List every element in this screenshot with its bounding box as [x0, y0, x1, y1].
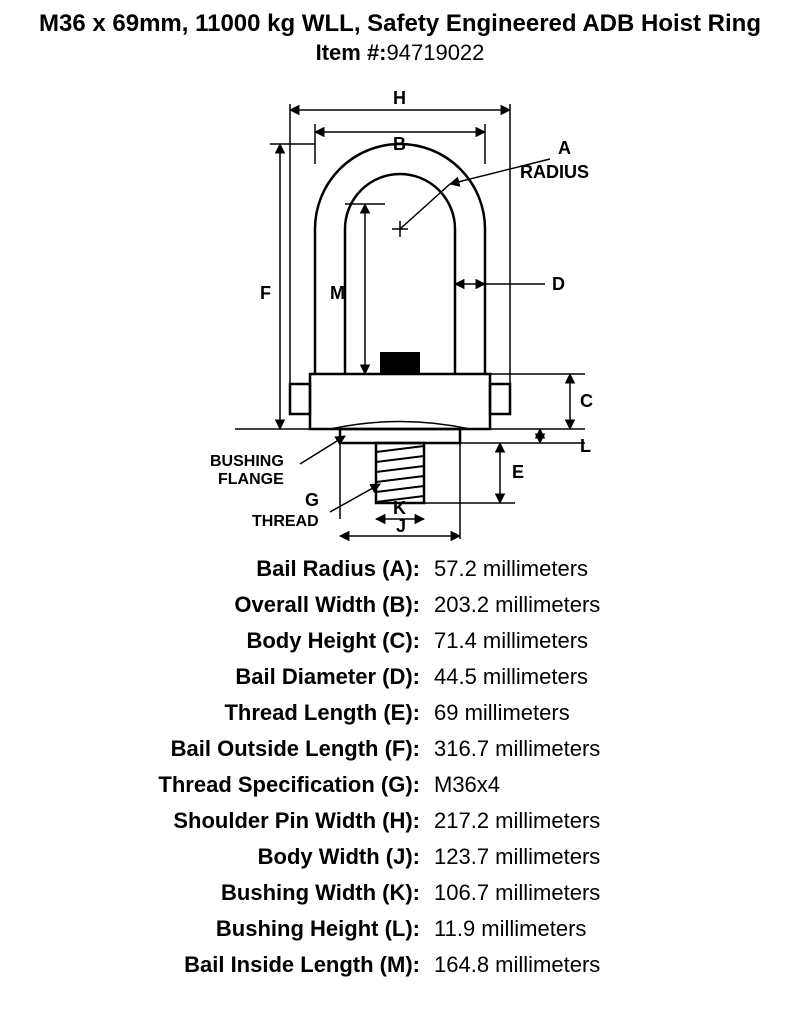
spec-value: 316.7 millimeters: [434, 736, 720, 762]
item-label: Item #:: [316, 40, 387, 65]
dim-k-label: K: [393, 498, 406, 518]
bushing-flange-label-2: FLANGE: [218, 471, 284, 488]
spec-label: Bushing Height (L):: [80, 916, 434, 942]
dim-j-label: J: [396, 516, 406, 536]
dim-d-label: D: [552, 274, 565, 294]
spec-value: 123.7 millimeters: [434, 844, 720, 870]
spec-label: Overall Width (B):: [80, 592, 434, 618]
dim-h-label: H: [393, 88, 406, 108]
spec-label: Thread Specification (G):: [80, 772, 434, 798]
spec-value: 44.5 millimeters: [434, 664, 720, 690]
spec-value: 203.2 millimeters: [434, 592, 720, 618]
spec-value: 164.8 millimeters: [434, 952, 720, 978]
item-number: 94719022: [387, 40, 485, 65]
spec-value: 11.9 millimeters: [434, 916, 720, 942]
spec-row: Body Height (C):71.4 millimeters: [80, 628, 720, 654]
dim-a-label: A: [558, 138, 571, 158]
dim-c-label: C: [580, 391, 593, 411]
spec-row: Bail Diameter (D):44.5 millimeters: [80, 664, 720, 690]
spec-label: Bail Diameter (D):: [80, 664, 434, 690]
spec-row: Shoulder Pin Width (H):217.2 millimeters: [80, 808, 720, 834]
spec-row: Bail Inside Length (M):164.8 millimeters: [80, 952, 720, 978]
spec-value: 106.7 millimeters: [434, 880, 720, 906]
hoist-ring-diagram: H B A RADIUS D M F C L: [140, 74, 660, 544]
spec-row: Thread Length (E):69 millimeters: [80, 700, 720, 726]
dim-l-label: L: [580, 436, 591, 456]
spec-label: Body Height (C):: [80, 628, 434, 654]
spec-row: Bushing Width (K):106.7 millimeters: [80, 880, 720, 906]
thread-label: THREAD: [252, 513, 319, 530]
spec-label: Bushing Width (K):: [80, 880, 434, 906]
spec-label: Bail Radius (A):: [80, 556, 434, 582]
page: M36 x 69mm, 11000 kg WLL, Safety Enginee…: [0, 0, 800, 978]
spec-value: 57.2 millimeters: [434, 556, 720, 582]
spec-value: 71.4 millimeters: [434, 628, 720, 654]
dim-f-label: F: [260, 283, 271, 303]
spec-table: Bail Radius (A):57.2 millimetersOverall …: [80, 556, 720, 978]
spec-value: M36x4: [434, 772, 720, 798]
spec-row: Body Width (J):123.7 millimeters: [80, 844, 720, 870]
spec-row: Thread Specification (G):M36x4: [80, 772, 720, 798]
spec-label: Shoulder Pin Width (H):: [80, 808, 434, 834]
spec-label: Bail Outside Length (F):: [80, 736, 434, 762]
dim-m-label: M: [330, 283, 345, 303]
spec-value: 217.2 millimeters: [434, 808, 720, 834]
spec-label: Thread Length (E):: [80, 700, 434, 726]
spec-row: Bail Radius (A):57.2 millimeters: [80, 556, 720, 582]
spec-label: Body Width (J):: [80, 844, 434, 870]
bushing-flange-label-1: BUSHING: [210, 453, 284, 470]
dim-radius-label: RADIUS: [520, 162, 589, 182]
dim-g-label: G: [305, 490, 319, 510]
dim-e-label: E: [512, 462, 524, 482]
spec-value: 69 millimeters: [434, 700, 720, 726]
page-title: M36 x 69mm, 11000 kg WLL, Safety Enginee…: [0, 10, 800, 38]
spec-row: Overall Width (B):203.2 millimeters: [80, 592, 720, 618]
spec-row: Bushing Height (L):11.9 millimeters: [80, 916, 720, 942]
dim-b-label: B: [393, 134, 406, 154]
item-line: Item #:94719022: [0, 40, 800, 66]
spec-row: Bail Outside Length (F):316.7 millimeter…: [80, 736, 720, 762]
spec-label: Bail Inside Length (M):: [80, 952, 434, 978]
